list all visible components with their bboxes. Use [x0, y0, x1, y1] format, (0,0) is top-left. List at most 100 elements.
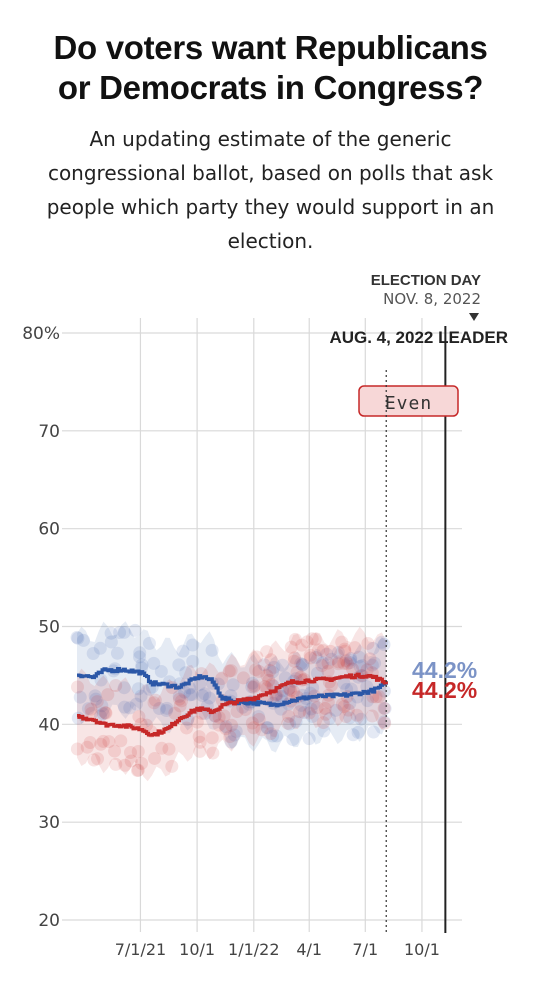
- x-tick-label: 10/1: [179, 940, 215, 959]
- democrat-poll-dot: [343, 696, 357, 710]
- republican-poll-dot: [377, 701, 391, 715]
- democrat-poll-dot: [195, 688, 209, 702]
- republican-poll-dot: [190, 715, 204, 729]
- democrat-poll-dot: [71, 631, 85, 645]
- republican-poll-dot: [205, 731, 219, 745]
- republican-poll-dot: [98, 706, 112, 720]
- democrat-poll-dot: [270, 729, 284, 743]
- y-tick-label: 80%: [22, 324, 60, 344]
- republican-poll-dot: [284, 640, 298, 654]
- y-tick-label: 40: [38, 715, 60, 735]
- democrat-poll-dot: [365, 658, 379, 672]
- republican-poll-dot: [222, 664, 236, 678]
- democrat-poll-dot: [260, 721, 274, 735]
- democrat-poll-dot: [251, 709, 265, 723]
- republican-poll-dot: [308, 632, 322, 646]
- democrat-poll-dot: [294, 657, 308, 671]
- republican-poll-dot: [311, 643, 325, 657]
- democrat-poll-dot: [159, 703, 173, 717]
- democrat-poll-dot: [183, 688, 197, 702]
- democrat-poll-dot: [267, 660, 281, 674]
- republican-poll-dot: [193, 744, 207, 758]
- republican-poll-dot: [331, 657, 345, 671]
- democrat-poll-dot: [198, 687, 212, 701]
- democrat-poll-dot: [302, 732, 316, 746]
- democrat-poll-dot: [129, 697, 143, 711]
- democrat-poll-dot: [323, 712, 337, 726]
- democrat-poll-dot: [297, 705, 311, 719]
- republican-poll-dot: [80, 740, 94, 754]
- republican-poll-dot: [236, 671, 250, 685]
- republican-poll-dot: [94, 737, 108, 751]
- republican-poll-dot: [378, 716, 392, 730]
- republican-poll-dot: [282, 709, 296, 723]
- republican-poll-dot: [114, 734, 128, 748]
- y-tick-label: 50: [38, 618, 60, 638]
- democrat-poll-dot: [344, 653, 358, 667]
- democrat-poll-dot: [378, 702, 392, 716]
- republican-poll-dot: [288, 632, 302, 646]
- republican-poll-dot: [247, 680, 261, 694]
- series-lines-layer: [77, 667, 388, 737]
- democrat-poll-dot: [316, 656, 330, 670]
- democrat-poll-dot: [128, 623, 142, 637]
- republican-poll-dot: [249, 663, 263, 677]
- republican-poll-dot: [310, 701, 324, 715]
- democrat-poll-dot: [355, 658, 369, 672]
- democrat-poll-dot: [305, 710, 319, 724]
- subtitle-line-4: election.: [227, 229, 314, 253]
- title-line-1: Do voters want Republicans: [53, 29, 488, 66]
- democrat-poll-dot: [81, 702, 95, 716]
- republican-poll-dot: [331, 655, 345, 669]
- republican-poll-dot: [304, 651, 318, 665]
- democrat-poll-dot: [337, 676, 351, 690]
- leader-label: AUG. 4, 2022 LEADER: [329, 328, 508, 347]
- democrat-poll-dot: [366, 641, 380, 655]
- democrat-poll-dot: [343, 656, 357, 670]
- republican-trend-line: [77, 672, 388, 737]
- republican-poll-dot: [338, 644, 352, 658]
- republican-poll-dot: [162, 742, 176, 756]
- democrat-poll-dot: [354, 712, 368, 726]
- republican-poll-dot: [238, 703, 252, 717]
- republican-poll-dot: [247, 721, 261, 735]
- republican-poll-dot: [131, 744, 145, 758]
- republican-poll-dot: [147, 696, 161, 710]
- democrat-poll-dot: [93, 641, 107, 655]
- leader-badge: [358, 385, 459, 417]
- republican-poll-dot: [224, 664, 238, 678]
- democrat-poll-dot: [344, 651, 358, 665]
- republican-poll-dot: [293, 705, 307, 719]
- democrat-poll-dot: [117, 681, 131, 695]
- republican-poll-dot: [172, 692, 186, 706]
- democrat-poll-dot: [205, 643, 219, 657]
- democrat-poll-dot: [135, 658, 149, 672]
- y-tick-label: 60: [38, 520, 60, 540]
- republican-poll-dot: [215, 672, 229, 686]
- democrat-poll-dot: [368, 656, 382, 670]
- democrat-poll-dot: [134, 689, 148, 703]
- election-day-label: ELECTION DAY: [371, 272, 481, 289]
- republican-poll-dot: [101, 688, 115, 702]
- republican-poll-dot: [263, 663, 277, 677]
- republican-poll-dot: [335, 697, 349, 711]
- republican-poll-dot: [217, 709, 231, 723]
- democrat-poll-dot: [307, 697, 321, 711]
- republican-poll-dot: [264, 727, 278, 741]
- republican-poll-dot: [212, 718, 226, 732]
- chart-subtitle: An updating estimate of the generic cong…: [30, 122, 511, 258]
- democrat-poll-dot: [96, 707, 110, 721]
- republican-poll-dot: [361, 636, 375, 650]
- democrat-poll-dot: [147, 656, 161, 670]
- republican-poll-dot: [350, 708, 364, 722]
- republican-poll-dot: [70, 680, 84, 694]
- democrat-poll-dot: [202, 691, 216, 705]
- republican-poll-dot: [260, 645, 274, 659]
- republican-poll-dot: [84, 702, 98, 716]
- republican-poll-dot: [99, 706, 113, 720]
- republican-poll-dot: [109, 757, 123, 771]
- democrat-poll-dot: [283, 717, 297, 731]
- republican-poll-dot: [335, 635, 349, 649]
- republican-poll-dot: [223, 730, 237, 744]
